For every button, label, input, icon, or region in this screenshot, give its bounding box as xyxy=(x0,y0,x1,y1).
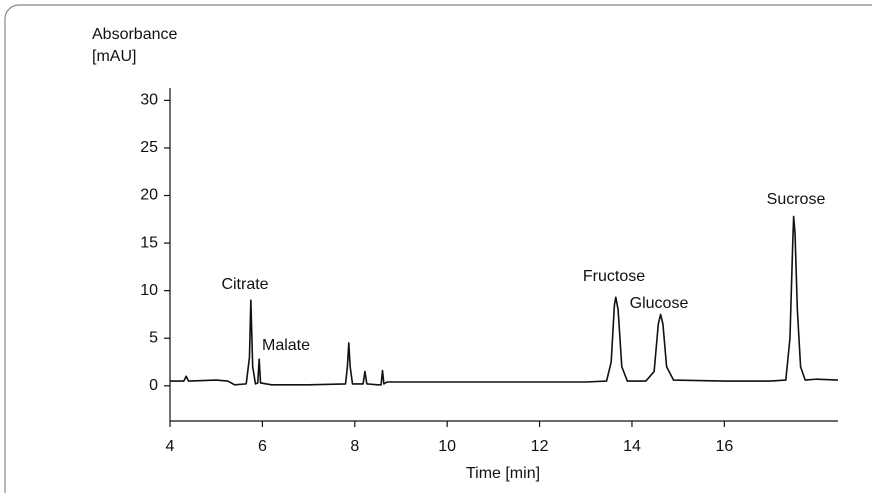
peak-label: Sucrose xyxy=(767,191,826,208)
y-axis-unit: [mAU] xyxy=(92,48,136,65)
y-tick-label: 10 xyxy=(140,282,158,299)
x-tick-label: 16 xyxy=(715,438,733,455)
peak-label: Malate xyxy=(262,337,310,354)
y-tick-label: 15 xyxy=(140,234,158,251)
x-tick-label: 4 xyxy=(166,438,175,455)
x-tick-label: 6 xyxy=(258,438,267,455)
peak-label: Glucose xyxy=(630,295,689,312)
x-tick-label: 8 xyxy=(350,438,359,455)
x-tick-label: 10 xyxy=(438,438,456,455)
y-tick-label: 30 xyxy=(140,92,158,109)
y-axis-label: Absorbance xyxy=(92,26,177,43)
y-tick-label: 20 xyxy=(140,187,158,204)
y-tick-label: 0 xyxy=(149,377,158,394)
peak-label: Citrate xyxy=(221,276,268,293)
y-tick-label: 25 xyxy=(140,139,158,156)
trace-line xyxy=(170,215,839,386)
x-tick-label: 14 xyxy=(623,438,641,455)
y-tick-label: 5 xyxy=(149,329,158,346)
frame xyxy=(4,4,872,498)
x-axis-label: Time [min] xyxy=(466,465,540,482)
x-tick-label: 12 xyxy=(531,438,549,455)
peak-label: Fructose xyxy=(583,268,645,285)
